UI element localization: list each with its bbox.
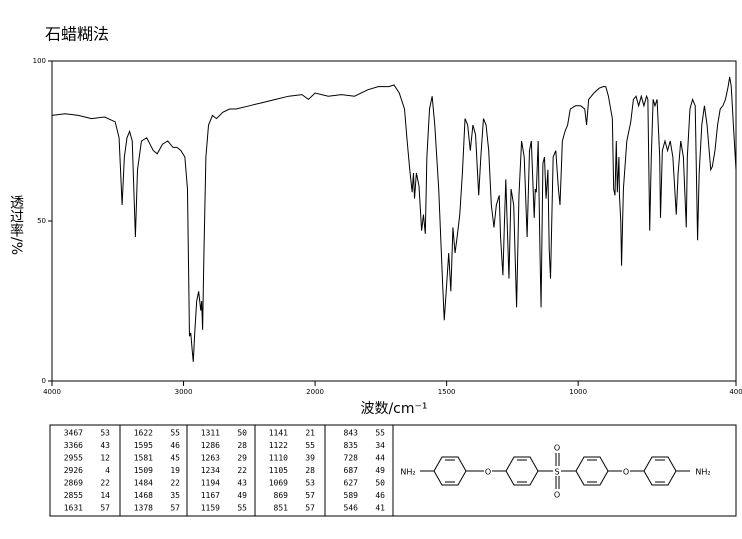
- table-wavenumber: 1378: [134, 504, 153, 513]
- x-tick-label: 4000: [43, 388, 61, 396]
- table-wavenumber: 1631: [64, 504, 83, 513]
- table-dividers: [119, 425, 394, 516]
- table-wavenumber: 843: [344, 429, 359, 438]
- x-tick-label: 2000: [306, 388, 324, 396]
- table-transmittance: 55: [375, 429, 385, 438]
- x-tick-label: 1500: [438, 388, 456, 396]
- table-wavenumber: 2869: [64, 479, 83, 488]
- table-transmittance: 57: [100, 504, 110, 513]
- table-wavenumber: 869: [274, 491, 289, 500]
- spectrum-line: [51, 76, 737, 362]
- table-wavenumber: 1122: [269, 441, 288, 450]
- table-wavenumber: 1263: [201, 454, 220, 463]
- table-transmittance: 50: [375, 479, 385, 488]
- table-transmittance: 53: [100, 429, 110, 438]
- structure-bonds: [420, 453, 690, 489]
- table-wavenumber: 1141: [269, 429, 288, 438]
- x-tick-label: 3000: [175, 388, 193, 396]
- table-wavenumber: 1105: [269, 466, 288, 475]
- table-wavenumber: 1159: [201, 504, 220, 513]
- table-transmittance: 53: [305, 479, 315, 488]
- table-transmittance: 46: [170, 441, 180, 450]
- table-transmittance: 29: [237, 454, 247, 463]
- table-wavenumber: 2955: [64, 454, 83, 463]
- table-transmittance: 35: [170, 491, 180, 500]
- table-transmittance: 46: [375, 491, 385, 500]
- chem-label: NH₂: [400, 468, 415, 477]
- table-transmittance: 12: [100, 454, 110, 463]
- table-wavenumber: 728: [344, 454, 359, 463]
- y-tick-label: 0: [42, 377, 46, 385]
- table-wavenumber: 1286: [201, 441, 220, 450]
- x-tick-label: 1000: [569, 388, 587, 396]
- table-transmittance: 49: [237, 491, 247, 500]
- table-transmittance: 57: [305, 504, 315, 513]
- table-transmittance: 43: [237, 479, 247, 488]
- table-wavenumber: 1595: [134, 441, 153, 450]
- table-transmittance: 49: [375, 466, 385, 475]
- table-wavenumber: 2855: [64, 491, 83, 500]
- table-transmittance: 57: [305, 491, 315, 500]
- chem-label: O: [485, 468, 491, 477]
- table-transmittance: 28: [237, 441, 247, 450]
- table-transmittance: 45: [170, 454, 180, 463]
- table-wavenumber: 546: [344, 504, 359, 513]
- table-wavenumber: 3467: [64, 429, 83, 438]
- table-transmittance: 4: [105, 466, 110, 475]
- x-tick-label: 400: [729, 388, 742, 396]
- table-wavenumber: 1069: [269, 479, 288, 488]
- table-wavenumber: 627: [344, 479, 359, 488]
- table-wavenumber: 835: [344, 441, 359, 450]
- table-transmittance: 44: [375, 454, 385, 463]
- table-wavenumber: 1194: [201, 479, 220, 488]
- table-transmittance: 22: [100, 479, 110, 488]
- table-wavenumber: 1167: [201, 491, 220, 500]
- table-transmittance: 55: [237, 504, 247, 513]
- table-wavenumber: 687: [344, 466, 359, 475]
- table-wavenumber: 1622: [134, 429, 153, 438]
- table-wavenumber: 1581: [134, 454, 153, 463]
- table-transmittance: 14: [100, 491, 110, 500]
- chem-label: O: [554, 444, 560, 453]
- table-transmittance: 19: [170, 466, 180, 475]
- chem-label: NH₂: [695, 468, 710, 477]
- y-axis-label: 透过率/%: [8, 195, 24, 255]
- y-tick-label: 100: [33, 57, 46, 65]
- table-wavenumber: 1234: [201, 466, 220, 475]
- table-wavenumber: 851: [274, 504, 289, 513]
- y-tick-label: 50: [37, 217, 46, 225]
- table-transmittance: 43: [100, 441, 110, 450]
- table-transmittance: 34: [375, 441, 385, 450]
- table-transmittance: 50: [237, 429, 247, 438]
- table-transmittance: 41: [375, 504, 385, 513]
- chem-label: S: [554, 468, 559, 477]
- table-transmittance: 55: [305, 441, 315, 450]
- table-wavenumber: 1110: [269, 454, 288, 463]
- table-wavenumber: 3366: [64, 441, 83, 450]
- chem-label: O: [623, 468, 629, 477]
- table-transmittance: 22: [170, 479, 180, 488]
- table-wavenumber: 1311: [201, 429, 220, 438]
- table-transmittance: 21: [305, 429, 315, 438]
- table-wavenumber: 2926: [64, 466, 83, 475]
- chart-title: 石蜡糊法: [45, 25, 109, 44]
- table-wavenumber: 1484: [134, 479, 153, 488]
- table-transmittance: 28: [305, 466, 315, 475]
- table-transmittance: 55: [170, 429, 180, 438]
- plot-frame: [51, 60, 737, 382]
- table-transmittance: 39: [305, 454, 315, 463]
- table-wavenumber: 1468: [134, 491, 153, 500]
- table-wavenumber: 1509: [134, 466, 153, 475]
- table-wavenumber: 589: [344, 491, 359, 500]
- chem-label: O: [554, 491, 560, 500]
- x-axis-label: 波数/cm⁻¹: [360, 401, 427, 417]
- table-transmittance: 57: [170, 504, 180, 513]
- table-transmittance: 22: [237, 466, 247, 475]
